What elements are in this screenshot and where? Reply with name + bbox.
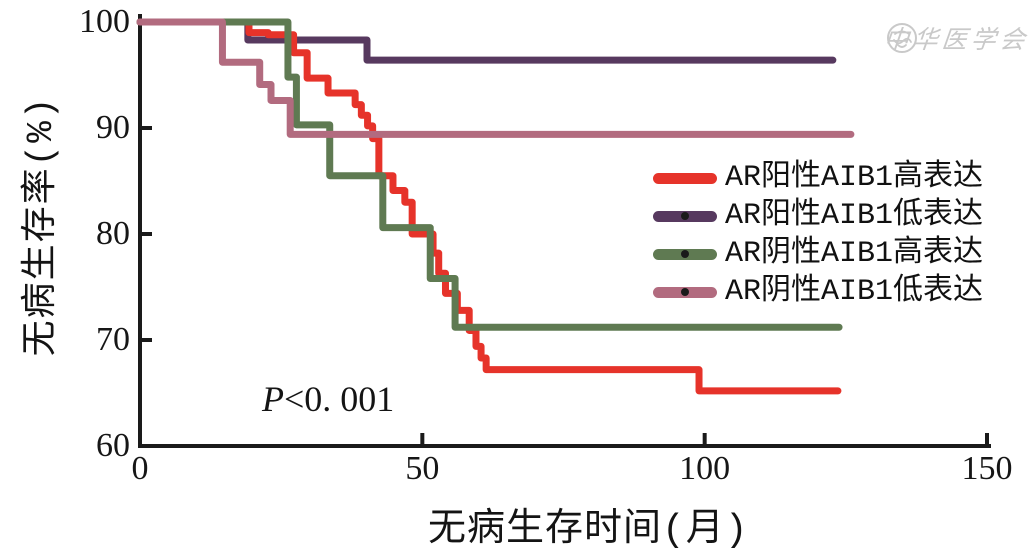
y-tick-label: 80 bbox=[96, 215, 130, 252]
x-tick-label: 150 bbox=[961, 450, 1013, 487]
legend-item-ar-pos-aib1-low: AR阳性AIB1低表达 bbox=[653, 197, 983, 235]
p-symbol: P bbox=[262, 379, 284, 419]
legend-label: AR阴性AIB1高表达 bbox=[725, 237, 984, 271]
y-axis-title: 无病生存率(%) bbox=[21, 95, 62, 357]
legend-swatch-purple bbox=[653, 210, 717, 222]
p-rest: <0. 001 bbox=[284, 379, 395, 419]
y-tick-label: 90 bbox=[96, 109, 130, 146]
y-tick-label: 70 bbox=[96, 321, 130, 358]
cma-logo-icon bbox=[887, 23, 917, 53]
watermark-text: 中华医学会 bbox=[882, 27, 1031, 54]
legend-item-ar-neg-aib1-high: AR阴性AIB1高表达 bbox=[653, 235, 983, 273]
y-tick-label: 100 bbox=[79, 3, 130, 40]
x-axis-title: 无病生存时间(月) bbox=[428, 509, 749, 550]
censor-dot-icon bbox=[681, 212, 689, 220]
x-tick-label: 50 bbox=[405, 450, 440, 487]
legend-label: AR阴性AIB1低表达 bbox=[725, 275, 984, 309]
censor-dot-icon bbox=[681, 250, 689, 258]
y-tick-label: 60 bbox=[96, 427, 130, 464]
p-value-annotation: P<0. 001 bbox=[262, 378, 394, 420]
survival-curve-1 bbox=[136, 18, 837, 64]
legend-item-ar-neg-aib1-low: AR阴性AIB1低表达 bbox=[653, 273, 983, 311]
survival-curve-3 bbox=[136, 18, 855, 138]
legend: AR阳性AIB1高表达 AR阳性AIB1低表达 AR阴性AIB1高表达 AR阴性… bbox=[653, 159, 983, 311]
watermark: 中华医学会 bbox=[882, 20, 1031, 56]
legend-swatch-pink bbox=[653, 286, 717, 298]
legend-swatch-red bbox=[653, 172, 717, 184]
legend-label: AR阳性AIB1高表达 bbox=[725, 161, 984, 195]
survival-curve-0 bbox=[136, 18, 842, 395]
x-tick-label: 100 bbox=[679, 450, 731, 487]
censor-dot-icon bbox=[681, 288, 689, 296]
x-tick-label: 0 bbox=[131, 450, 149, 487]
legend-item-ar-pos-aib1-high: AR阳性AIB1高表达 bbox=[653, 159, 983, 197]
survival-curve-2 bbox=[136, 18, 843, 331]
legend-swatch-green bbox=[653, 248, 717, 260]
legend-label: AR阳性AIB1低表达 bbox=[725, 199, 984, 233]
